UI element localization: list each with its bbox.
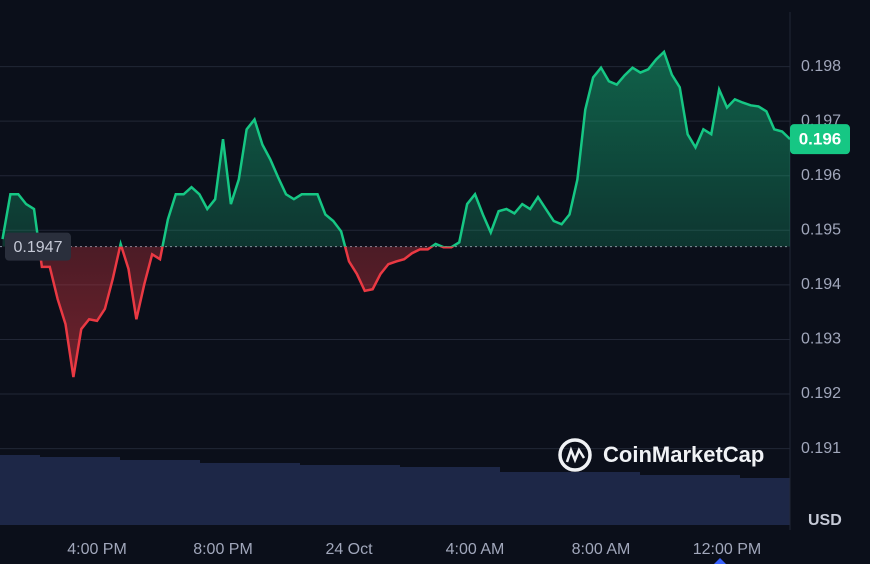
area-down <box>39 246 453 378</box>
baseline-label: 0.1947 <box>14 239 63 256</box>
y-tick-label: 0.195 <box>801 222 841 239</box>
y-tick-label: 0.196 <box>801 167 841 184</box>
currency-label: USD <box>808 512 842 529</box>
price-line-up <box>1 49 790 247</box>
current-price-box <box>790 124 850 155</box>
x-tick-label: 4:00 AM <box>446 541 505 558</box>
watermark: CoinMarketCap <box>558 438 764 472</box>
logo-mark <box>565 446 586 464</box>
area-up <box>2 51 790 247</box>
baseline-box <box>5 232 71 261</box>
x-tick-label: 24 Oct <box>325 541 373 558</box>
current-price-label: 0.196 <box>799 130 842 149</box>
x-tick-label: 8:00 PM <box>193 541 253 558</box>
y-tick-label: 0.194 <box>801 276 841 293</box>
price-line-down <box>37 246 455 378</box>
y-tick-label: 0.193 <box>801 331 841 348</box>
logo <box>558 438 592 472</box>
volume-area <box>0 455 790 525</box>
y-tick-label: 0.191 <box>801 440 841 457</box>
y-tick-label: 0.198 <box>801 58 841 75</box>
x-tick-label: 12:00 PM <box>693 541 761 558</box>
watermark-text: CoinMarketCap <box>603 442 764 467</box>
x-tick-label: 4:00 PM <box>67 541 127 558</box>
x-tick-label: 8:00 AM <box>572 541 631 558</box>
marker <box>714 558 726 564</box>
plot <box>0 49 790 378</box>
y-tick-label: 0.192 <box>801 385 841 402</box>
